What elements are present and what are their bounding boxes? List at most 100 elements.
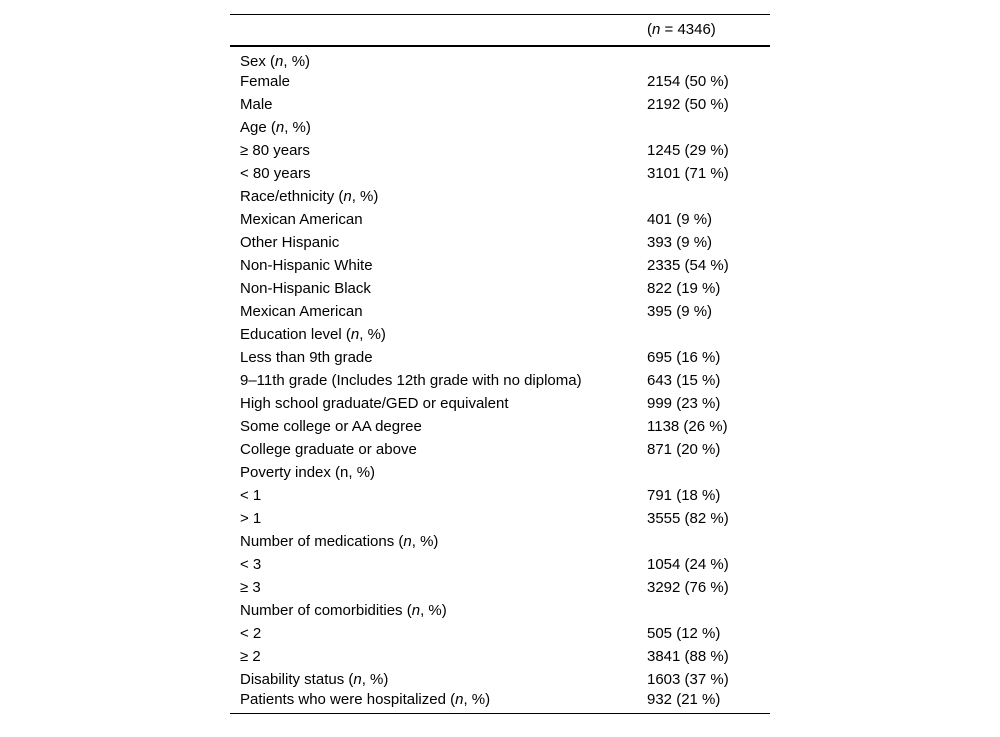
row-value: 695 (16 %): [647, 348, 721, 366]
row-label: > 1: [230, 507, 647, 530]
row-label-text: Non-Hispanic White: [240, 256, 373, 274]
row-label: ≥ 3: [230, 576, 647, 599]
row-label: Less than 9th grade: [230, 346, 647, 369]
table-row: Female 2154 (50 %): [230, 70, 770, 93]
row-value: 401 (9 %): [647, 210, 713, 228]
row-label-suffix: , %): [351, 187, 379, 205]
row-label-text: Poverty index (n, %): [240, 463, 376, 481]
row-label-text: Mexican American: [240, 210, 363, 228]
row-label-text: Age (: [240, 118, 276, 136]
row-label-text: Number of comorbidities (: [240, 601, 412, 619]
table-row: ≥ 2 3841 (88 %): [230, 645, 770, 668]
row-value: [647, 46, 770, 70]
row-value: [647, 116, 770, 139]
row-label: Education level (n, %): [230, 323, 647, 346]
row-label-text: Male: [240, 95, 273, 113]
row-label: Number of comorbidities (n, %): [230, 599, 647, 622]
table-row: Age (n, %): [230, 116, 770, 139]
table-row: Race/ethnicity (n, %): [230, 185, 770, 208]
row-value: 822 (19 %): [647, 279, 721, 297]
table-row: Mexican American 395 (9 %): [230, 300, 770, 323]
row-value: [647, 461, 770, 484]
row-label-suffix: , %): [283, 52, 311, 70]
row-label-n-italic: n: [403, 532, 412, 550]
row-value: 3292 (76 %): [647, 578, 729, 596]
row-label: Disability status (n, %): [230, 668, 647, 691]
paper-table-region: (n = 4346) Sex (n, %) Female 2154 (50 %) Ma…: [230, 14, 770, 714]
row-label-text: 9–11th grade (Includes 12th grade with n…: [240, 371, 582, 389]
row-value: 932 (21 %): [647, 691, 721, 709]
row-label-n-italic: n: [455, 691, 464, 709]
row-value: 791 (18 %): [647, 486, 721, 504]
row-label: Race/ethnicity (n, %): [230, 185, 647, 208]
row-label-text: Disability status (: [240, 670, 354, 688]
header-sample-size-pre: (: [647, 21, 652, 39]
row-label-text: ≥ 2: [240, 647, 261, 665]
table-row: Male 2192 (50 %): [230, 93, 770, 116]
row-label-text: < 3: [240, 555, 262, 573]
header-sample-size-cell: (n = 4346): [647, 14, 770, 47]
table-row: ≥ 80 years 1245 (29 %): [230, 139, 770, 162]
row-label: Mexican American: [230, 300, 647, 323]
row-label-n-italic: n: [275, 118, 285, 136]
row-label: 9–11th grade (Includes 12th grade with n…: [230, 369, 647, 392]
row-label-text: High school graduate/GED or equivalent: [240, 394, 509, 412]
row-label-text: Race/ethnicity (: [240, 187, 344, 205]
row-value: [647, 530, 770, 553]
row-label-text: Other Hispanic: [240, 233, 340, 251]
row-label-suffix: , %): [284, 118, 311, 136]
table-row: 9–11th grade (Includes 12th grade with n…: [230, 369, 770, 392]
table-row: High school graduate/GED or equivalent 99…: [230, 392, 770, 415]
table-row: > 1 3555 (82 %): [230, 507, 770, 530]
row-label: ≥ 80 years: [230, 139, 647, 162]
row-value: 1054 (24 %): [647, 555, 729, 573]
table-row: < 2 505 (12 %): [230, 622, 770, 645]
row-label: Age (n, %): [230, 116, 647, 139]
row-value: [647, 185, 770, 208]
row-value: 2192 (50 %): [647, 95, 729, 113]
row-label-text: ≥ 3: [240, 578, 261, 596]
row-value: 2335 (54 %): [647, 256, 729, 274]
row-label-text: > 1: [240, 509, 262, 527]
row-label-text: < 2: [240, 624, 262, 642]
row-label-text: Sex (: [240, 52, 276, 70]
row-label-n-italic: n: [350, 325, 360, 343]
table-row: Number of comorbidities (n, %): [230, 599, 770, 622]
row-value: 1603 (37 %): [647, 670, 729, 688]
row-label-n-italic: n: [411, 601, 421, 619]
row-label: Poverty index (n, %): [230, 461, 647, 484]
row-label-text: College graduate or above: [240, 440, 417, 458]
row-label-suffix: , %): [420, 601, 447, 619]
row-label-text: Less than 9th grade: [240, 348, 373, 366]
table-row: College graduate or above 871 (20 %): [230, 438, 770, 461]
row-value: 1138 (26 %): [647, 417, 728, 435]
row-label-text: < 80 years: [240, 164, 311, 182]
baseline-characteristics-table: (n = 4346) Sex (n, %) Female 2154 (50 %) Ma…: [230, 14, 770, 714]
row-label: < 1: [230, 484, 647, 507]
table-row: Disability status (n, %) 1603 (37 %): [230, 668, 770, 691]
header-sample-size-post: = 4346): [660, 21, 716, 39]
row-label: Female: [230, 70, 647, 93]
header-sample-size-n-italic: n: [652, 21, 661, 39]
row-value: 2154 (50 %): [647, 72, 729, 90]
row-label-suffix: , %): [411, 532, 439, 550]
table-body: Sex (n, %) Female 2154 (50 %) Male 2192 (50 …: [230, 46, 770, 714]
table-row: Mexican American 401 (9 %): [230, 208, 770, 231]
row-label: Male: [230, 93, 647, 116]
row-label: Some college or AA degree: [230, 415, 647, 438]
row-value: 505 (12 %): [647, 624, 721, 642]
row-label-text: Patients who were hospitalized (: [240, 691, 456, 709]
table-row: < 3 1054 (24 %): [230, 553, 770, 576]
row-value: 871 (20 %): [647, 440, 721, 458]
row-value: 393 (9 %): [647, 233, 713, 251]
row-value: 643 (15 %): [647, 371, 721, 389]
table-row: Non-Hispanic White 2335 (54 %): [230, 254, 770, 277]
table-row: Non-Hispanic Black 822 (19 %): [230, 277, 770, 300]
row-label: Non-Hispanic White: [230, 254, 647, 277]
row-label: < 2: [230, 622, 647, 645]
table-row: Other Hispanic 393 (9 %): [230, 231, 770, 254]
row-label-text: < 1: [240, 486, 262, 504]
row-label: Non-Hispanic Black: [230, 277, 647, 300]
row-label-text: Female: [240, 72, 291, 90]
row-label-suffix: , %): [361, 670, 389, 688]
